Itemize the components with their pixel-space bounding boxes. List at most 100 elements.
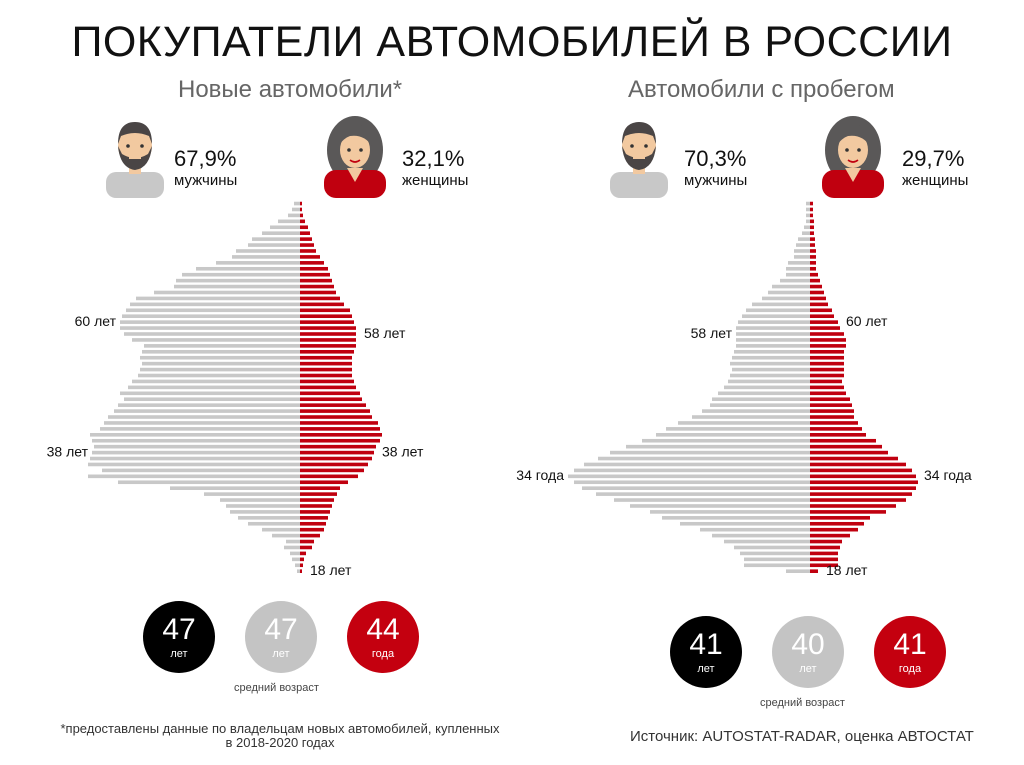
bar-female-age-75 — [810, 231, 814, 235]
used-avg-female-circle: 41 года — [874, 616, 946, 688]
bar-male-age-35 — [102, 468, 300, 473]
bar-female-age-64 — [300, 296, 340, 301]
bar-male-age-22 — [284, 545, 300, 550]
bar-male-age-58 — [124, 332, 300, 336]
bar-male-age-70 — [788, 261, 810, 265]
bar-male-age-51 — [730, 373, 810, 378]
bar-female-age-51 — [810, 373, 844, 378]
bar-female-age-41 — [300, 433, 382, 437]
bar-female-age-29 — [810, 504, 896, 508]
bar-female-age-39 — [810, 444, 882, 449]
bar-female-age-22 — [810, 545, 840, 550]
bar-female-age-35 — [810, 468, 912, 473]
bar-female-age-46 — [300, 403, 366, 407]
bar-male-age-68 — [182, 272, 300, 277]
bar-female-age-31 — [300, 492, 337, 496]
avg-unit: лет — [799, 663, 817, 675]
bar-female-age-18 — [810, 569, 818, 573]
bar-male-age-36 — [584, 462, 810, 467]
avg-unit: года — [371, 648, 395, 660]
bar-male-age-44 — [692, 415, 810, 419]
bar-male-age-48 — [718, 391, 810, 396]
bar-male-age-53 — [142, 361, 300, 366]
bar-female-age-34 — [300, 474, 358, 479]
bar-male-age-54 — [140, 355, 300, 360]
new-avg-label: средний возраст — [234, 682, 319, 694]
bar-male-age-73 — [796, 243, 810, 247]
bar-female-age-78 — [810, 213, 813, 218]
bar-female-age-58 — [810, 332, 844, 336]
bar-female-age-24 — [300, 533, 320, 538]
bar-female-age-54 — [300, 355, 352, 360]
bar-female-age-36 — [810, 462, 906, 467]
page-title: ПОКУПАТЕЛИ АВТОМОБИЛЕЙ В РОССИИ — [71, 18, 953, 66]
bar-female-age-40 — [300, 438, 380, 443]
used-cars-subtitle: Автомобили с пробегом — [628, 76, 895, 103]
bar-female-age-77 — [810, 219, 814, 224]
footnote: *предоставлены данные по владельцам новы… — [60, 721, 500, 750]
bar-female-age-54 — [810, 355, 844, 360]
bar-female-age-49 — [810, 385, 844, 390]
bar-female-age-65 — [300, 290, 336, 295]
bar-female-age-43 — [300, 421, 378, 425]
new-female-label: женщины — [402, 172, 469, 189]
bar-male-age-24 — [272, 533, 300, 538]
bar-male-age-53 — [730, 361, 810, 366]
bar-male-age-69 — [786, 266, 810, 271]
bar-male-age-35 — [574, 468, 810, 473]
bar-female-age-28 — [810, 510, 886, 514]
bar-female-age-68 — [810, 272, 818, 277]
bar-male-age-73 — [248, 243, 300, 247]
bar-female-age-63 — [300, 302, 344, 307]
bar-female-age-48 — [810, 391, 846, 396]
bar-female-age-31 — [810, 492, 912, 496]
bar-male-age-64 — [762, 296, 810, 301]
bar-female-age-36 — [300, 462, 368, 467]
source-note: Источник: AUTOSTAT-RADAR, оценка АВТОСТА… — [630, 728, 974, 745]
bar-female-age-42 — [810, 427, 862, 431]
bar-female-age-67 — [810, 278, 820, 283]
bar-male-age-60 — [738, 320, 810, 324]
bar-male-age-70 — [216, 261, 300, 265]
bar-male-age-47 — [712, 397, 810, 402]
bar-female-age-23 — [300, 539, 314, 544]
bar-male-age-38 — [610, 450, 810, 455]
used-male-label: мужчины — [684, 172, 748, 189]
bar-male-age-21 — [740, 551, 810, 556]
bar-female-age-19 — [300, 563, 303, 568]
annotation-female-age-34: 34 года — [924, 467, 972, 483]
bar-male-age-75 — [802, 231, 810, 235]
bar-female-age-56 — [810, 344, 846, 348]
bar-female-age-20 — [810, 557, 838, 562]
bar-female-age-25 — [810, 527, 858, 532]
annotation-male-age-38: 38 лет — [47, 443, 89, 459]
bar-male-age-18 — [786, 569, 810, 573]
bar-female-age-66 — [810, 284, 822, 289]
bar-female-age-52 — [300, 367, 352, 372]
bar-female-age-44 — [300, 415, 372, 419]
bar-male-age-69 — [196, 266, 300, 271]
bar-male-age-80 — [806, 201, 810, 206]
bar-female-age-70 — [810, 261, 816, 265]
bar-male-age-28 — [650, 510, 810, 514]
bar-male-age-71 — [232, 255, 300, 259]
bar-male-age-19 — [295, 563, 300, 568]
bar-female-age-72 — [810, 249, 816, 253]
bar-female-age-46 — [810, 403, 852, 407]
bar-female-age-55 — [300, 349, 354, 354]
bar-male-age-31 — [204, 492, 300, 496]
bar-male-age-41 — [656, 433, 810, 437]
bar-female-age-64 — [810, 296, 826, 301]
bar-female-age-59 — [810, 326, 840, 330]
annotation-male-age-60: 60 лет — [75, 313, 117, 329]
bar-female-age-79 — [810, 207, 813, 212]
avg-value: 47 — [264, 613, 298, 646]
bar-female-age-75 — [300, 231, 310, 235]
bar-female-age-56 — [300, 344, 356, 348]
bar-male-age-33 — [574, 480, 810, 485]
bar-male-age-47 — [124, 397, 300, 402]
bar-female-age-62 — [810, 308, 832, 313]
bar-male-age-74 — [798, 237, 810, 241]
avg-unit: лет — [697, 663, 715, 675]
bar-male-age-28 — [230, 510, 300, 514]
